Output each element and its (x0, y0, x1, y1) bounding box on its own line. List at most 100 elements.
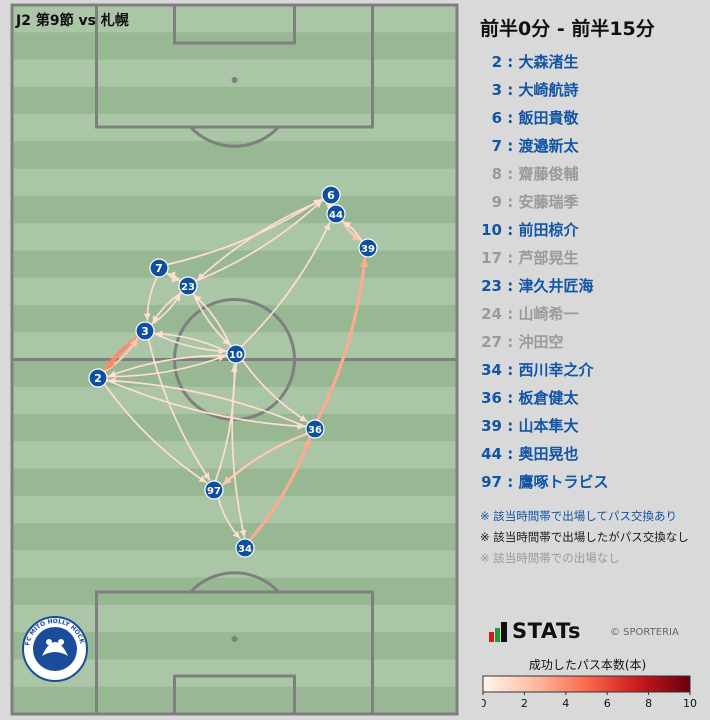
player-legend-item: 8 : 齋藤俊輔 (480, 160, 705, 188)
player-node-label-6: 6 (327, 189, 335, 202)
player-number: 97 (481, 473, 502, 491)
player-name: 大崎航詩 (518, 81, 579, 99)
pass-arrow-10-23 (194, 294, 202, 303)
pass-arrow-10-44 (323, 222, 330, 231)
pitch-stripe (12, 495, 457, 524)
player-number: 10 (481, 221, 502, 239)
pass-edge-36-39 (315, 257, 367, 422)
player-node-label-2: 2 (94, 372, 102, 385)
player-name: 板倉健太 (518, 389, 579, 407)
player-legend-item: 34 : 西川幸之介 (480, 356, 705, 384)
player-name: 渡邉新太 (518, 137, 579, 155)
colorbar-tick-label: 4 (562, 697, 569, 710)
separator: : (502, 109, 519, 127)
separator: : (502, 361, 519, 379)
club-crest-icon: FC MITO HOLLY HOCK (22, 616, 88, 682)
player-name: 沖田空 (518, 333, 564, 351)
player-name: 飯田貴敬 (518, 109, 579, 127)
player-name: 齋藤俊輔 (518, 165, 579, 183)
player-node-97 (204, 480, 224, 500)
player-legend: 2 : 大森渚生 3 : 大崎航詩 6 : 飯田貴敬 7 : 渡邉新太 8 : 齋藤俊輔… (480, 48, 705, 496)
separator: : (502, 81, 519, 99)
player-node-label-3: 3 (141, 325, 149, 338)
player-node-label-36: 36 (308, 425, 322, 436)
pass-edge-2-10 (106, 355, 227, 378)
player-name: 芦部晃生 (518, 249, 579, 267)
pass-edges (103, 198, 367, 542)
top-penalty-arc (189, 125, 280, 148)
pass-arrow-2-36 (297, 422, 305, 430)
player-number: 27 (481, 333, 502, 351)
note-absent: ※ 該当時間帯での出場なし (480, 551, 620, 565)
player-node-label-34: 34 (238, 544, 252, 555)
pass-arrow-3-97 (202, 472, 210, 480)
bottom-goal-box (173, 674, 296, 716)
pitch-stripe (12, 441, 457, 470)
colorbar-tick-label: 10 (683, 697, 697, 710)
pass-arrow-7-3 (143, 313, 151, 321)
player-name: 安藤瑞季 (518, 193, 579, 211)
pass-edge-10-36 (241, 359, 308, 423)
player-legend-item: 3 : 大崎航詩 (480, 76, 705, 104)
pass-arrow-10-2 (108, 370, 117, 378)
player-node-label-10: 10 (229, 350, 243, 361)
player-name: 奥田晃也 (518, 445, 579, 463)
match-title: J2 第9節 vs 札幌 (16, 13, 129, 29)
pass-edge-97-10 (214, 364, 236, 482)
player-number: 36 (481, 389, 502, 407)
pitch-stripe (12, 250, 457, 279)
colorbar: 0 2 4 6 8 10 (482, 675, 697, 710)
pass-edge-3-97 (147, 338, 211, 481)
pitch-stripe (12, 686, 457, 715)
player-name: 西川幸之介 (518, 361, 594, 379)
pitch-stripe (12, 195, 457, 224)
player-number: 17 (481, 249, 502, 267)
player-legend-item: 6 : 飯田貴敬 (480, 104, 705, 132)
player-node-44 (326, 204, 346, 224)
player-number: 39 (481, 417, 502, 435)
player-node-36 (305, 419, 325, 439)
pass-arrow-2-97 (198, 475, 207, 483)
pass-edge-36-97 (222, 432, 309, 486)
player-node-39 (358, 238, 378, 258)
top-goal-box (173, 3, 296, 45)
pitch-stripe (12, 304, 457, 333)
top-penalty-spot (231, 77, 238, 83)
separator: : (502, 137, 519, 155)
player-node-3 (135, 321, 155, 341)
pass-edge-10-44 (240, 222, 331, 348)
pass-arrow-36-97 (223, 476, 232, 485)
player-legend-item: 2 : 大森渚生 (480, 48, 705, 76)
player-number: 34 (481, 361, 502, 379)
pitch-stripe (12, 59, 457, 88)
pass-arrow-3-2 (105, 359, 115, 371)
player-number: 2 (491, 53, 502, 71)
pass-arrow-3-10 (218, 347, 226, 355)
pass-arrow-2-3 (129, 338, 138, 348)
player-legend-item: 17 : 芦部晃生 (480, 244, 705, 272)
pass-arrow-23-3 (152, 315, 160, 324)
pitch-stripe (12, 32, 457, 61)
separator: : (502, 333, 519, 351)
player-number: 24 (481, 305, 502, 323)
player-name: 鷹啄トラビス (518, 473, 609, 491)
player-node-label-7: 7 (155, 262, 163, 275)
colorbar-tick-label: 0 (482, 697, 487, 710)
player-number: 9 (491, 193, 502, 211)
pass-edge-7-6 (166, 198, 322, 266)
player-node-label-97: 97 (207, 486, 221, 497)
player-node-6 (321, 185, 341, 205)
stats-logo-icon (489, 622, 507, 642)
pitch-stripe (12, 523, 457, 551)
player-node-label-23: 23 (181, 282, 195, 293)
pass-arrow-97-10 (230, 364, 238, 372)
player-number: 6 (491, 109, 502, 127)
pitch-stripe (12, 223, 457, 251)
pass-arrow-10-36 (299, 414, 308, 422)
player-legend-item: 10 : 前田椋介 (480, 216, 705, 244)
player-node-label-44: 44 (329, 210, 343, 221)
pitch-stripe (12, 5, 457, 33)
player-legend-item: 39 : 山本隼大 (480, 412, 705, 440)
player-name: 山本隼大 (518, 417, 579, 435)
